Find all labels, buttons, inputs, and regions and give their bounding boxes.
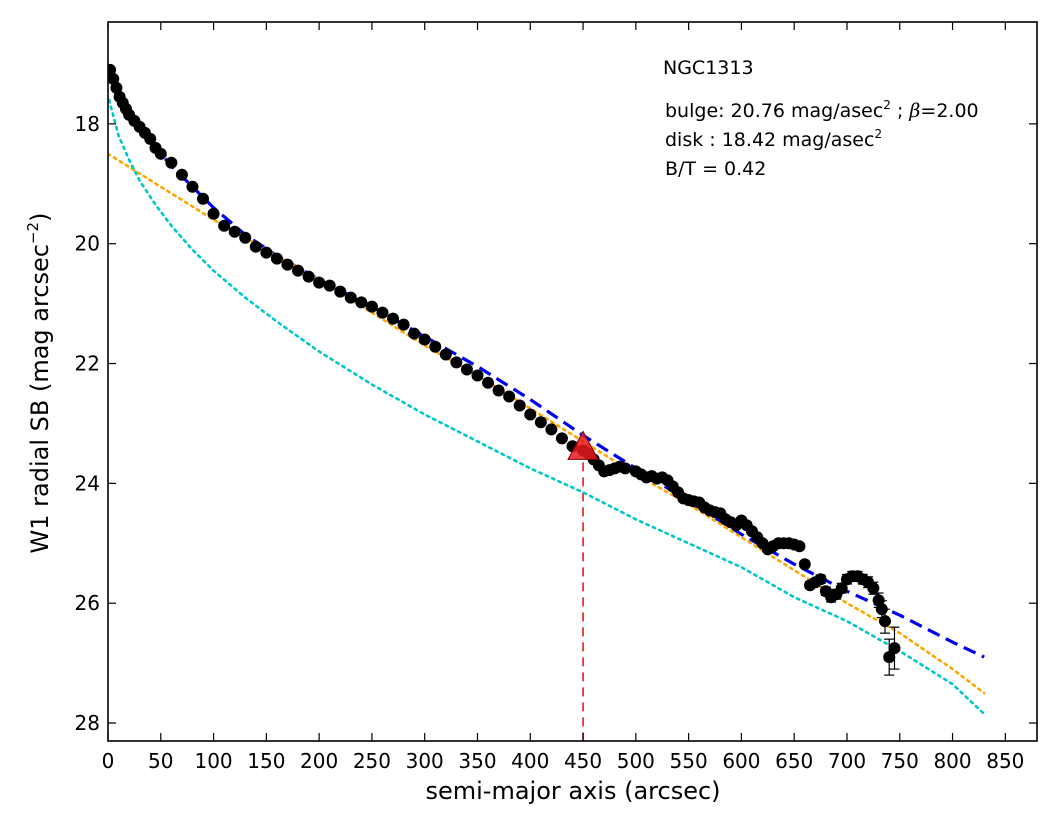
x-tick-label: 700 xyxy=(828,749,866,773)
data-point xyxy=(545,423,558,436)
model-curve-3 xyxy=(108,98,986,716)
data-point xyxy=(835,582,848,595)
data-point xyxy=(408,327,421,340)
data-point xyxy=(302,270,315,283)
x-tick-label: 150 xyxy=(247,749,285,773)
data-point xyxy=(218,219,231,232)
x-tick-label: 350 xyxy=(458,749,496,773)
data-point xyxy=(376,306,389,319)
y-tick-label: 22 xyxy=(75,352,100,376)
data-point xyxy=(186,180,199,193)
x-tick-label: 250 xyxy=(353,749,391,773)
data-point xyxy=(175,168,188,181)
x-tick-label: 500 xyxy=(617,749,655,773)
data-point xyxy=(555,432,568,445)
data-point xyxy=(878,615,891,628)
data-point xyxy=(619,462,632,475)
bt-annotation: B/T = 0.42 xyxy=(665,158,766,180)
data-point xyxy=(249,240,262,253)
chart-title: NGC1313 xyxy=(663,57,754,79)
x-tick-label: 50 xyxy=(148,749,173,773)
x-tick-label: 550 xyxy=(670,749,708,773)
plot-area xyxy=(108,63,986,741)
data-point xyxy=(503,390,516,403)
data-point xyxy=(471,369,484,382)
x-tick-label: 400 xyxy=(511,749,549,773)
data-point xyxy=(165,156,178,169)
data-point xyxy=(281,258,294,271)
data-point xyxy=(344,291,357,304)
data-point xyxy=(313,276,326,289)
data-point xyxy=(292,264,305,277)
data-point xyxy=(154,147,167,160)
x-axis-label: semi-major axis (arcsec) xyxy=(425,777,720,805)
x-tick-label: 100 xyxy=(194,749,232,773)
data-point xyxy=(260,246,273,259)
data-point xyxy=(883,651,896,664)
data-point xyxy=(108,63,117,76)
data-point xyxy=(798,558,811,571)
x-tick-label: 600 xyxy=(722,749,760,773)
x-tick-label: 200 xyxy=(300,749,338,773)
x-tick-label: 0 xyxy=(102,749,115,773)
data-point xyxy=(534,416,547,429)
data-point xyxy=(397,318,410,331)
x-tick-label: 300 xyxy=(406,749,444,773)
x-tick-label: 450 xyxy=(564,749,602,773)
x-tick-label: 750 xyxy=(881,749,919,773)
data-point xyxy=(867,582,880,595)
y-tick-label: 24 xyxy=(75,471,100,495)
data-point xyxy=(888,642,901,655)
data-point xyxy=(365,300,378,313)
data-point xyxy=(387,312,400,325)
data-point xyxy=(513,399,526,412)
transition-marker xyxy=(567,430,599,460)
data-point xyxy=(239,231,252,244)
data-point xyxy=(270,252,283,265)
data-point xyxy=(524,408,537,421)
data-point xyxy=(207,207,220,220)
data-point xyxy=(334,285,347,298)
data-point xyxy=(814,573,827,586)
y-tick-label: 28 xyxy=(75,711,100,735)
plot-frame xyxy=(107,21,1038,742)
x-tick-label: 650 xyxy=(775,749,813,773)
data-point xyxy=(144,132,157,145)
y-tick-label: 18 xyxy=(75,112,100,136)
data-point xyxy=(323,279,336,292)
data-point xyxy=(228,225,241,238)
data-point xyxy=(793,540,806,553)
data-point xyxy=(439,348,452,361)
data-point xyxy=(355,296,368,309)
x-tick-label: 800 xyxy=(933,749,971,773)
x-tick-label: 850 xyxy=(986,749,1024,773)
data-point xyxy=(418,333,431,346)
y-tick-label: 20 xyxy=(75,232,100,256)
data-point xyxy=(482,376,495,389)
disk-annotation: disk : 18.42 mag/asec2 xyxy=(665,127,882,151)
data-point xyxy=(429,340,442,353)
data-point xyxy=(460,363,473,376)
bulge-annotation: bulge: 20.76 mag/asec2 ; β=2.00 xyxy=(665,98,979,122)
data-point xyxy=(450,356,463,369)
y-axis-label: W1 radial SB (mag arcsec−2) xyxy=(24,213,54,554)
y-tick-label: 26 xyxy=(75,591,100,615)
data-point xyxy=(197,192,210,205)
data-point xyxy=(492,384,505,397)
